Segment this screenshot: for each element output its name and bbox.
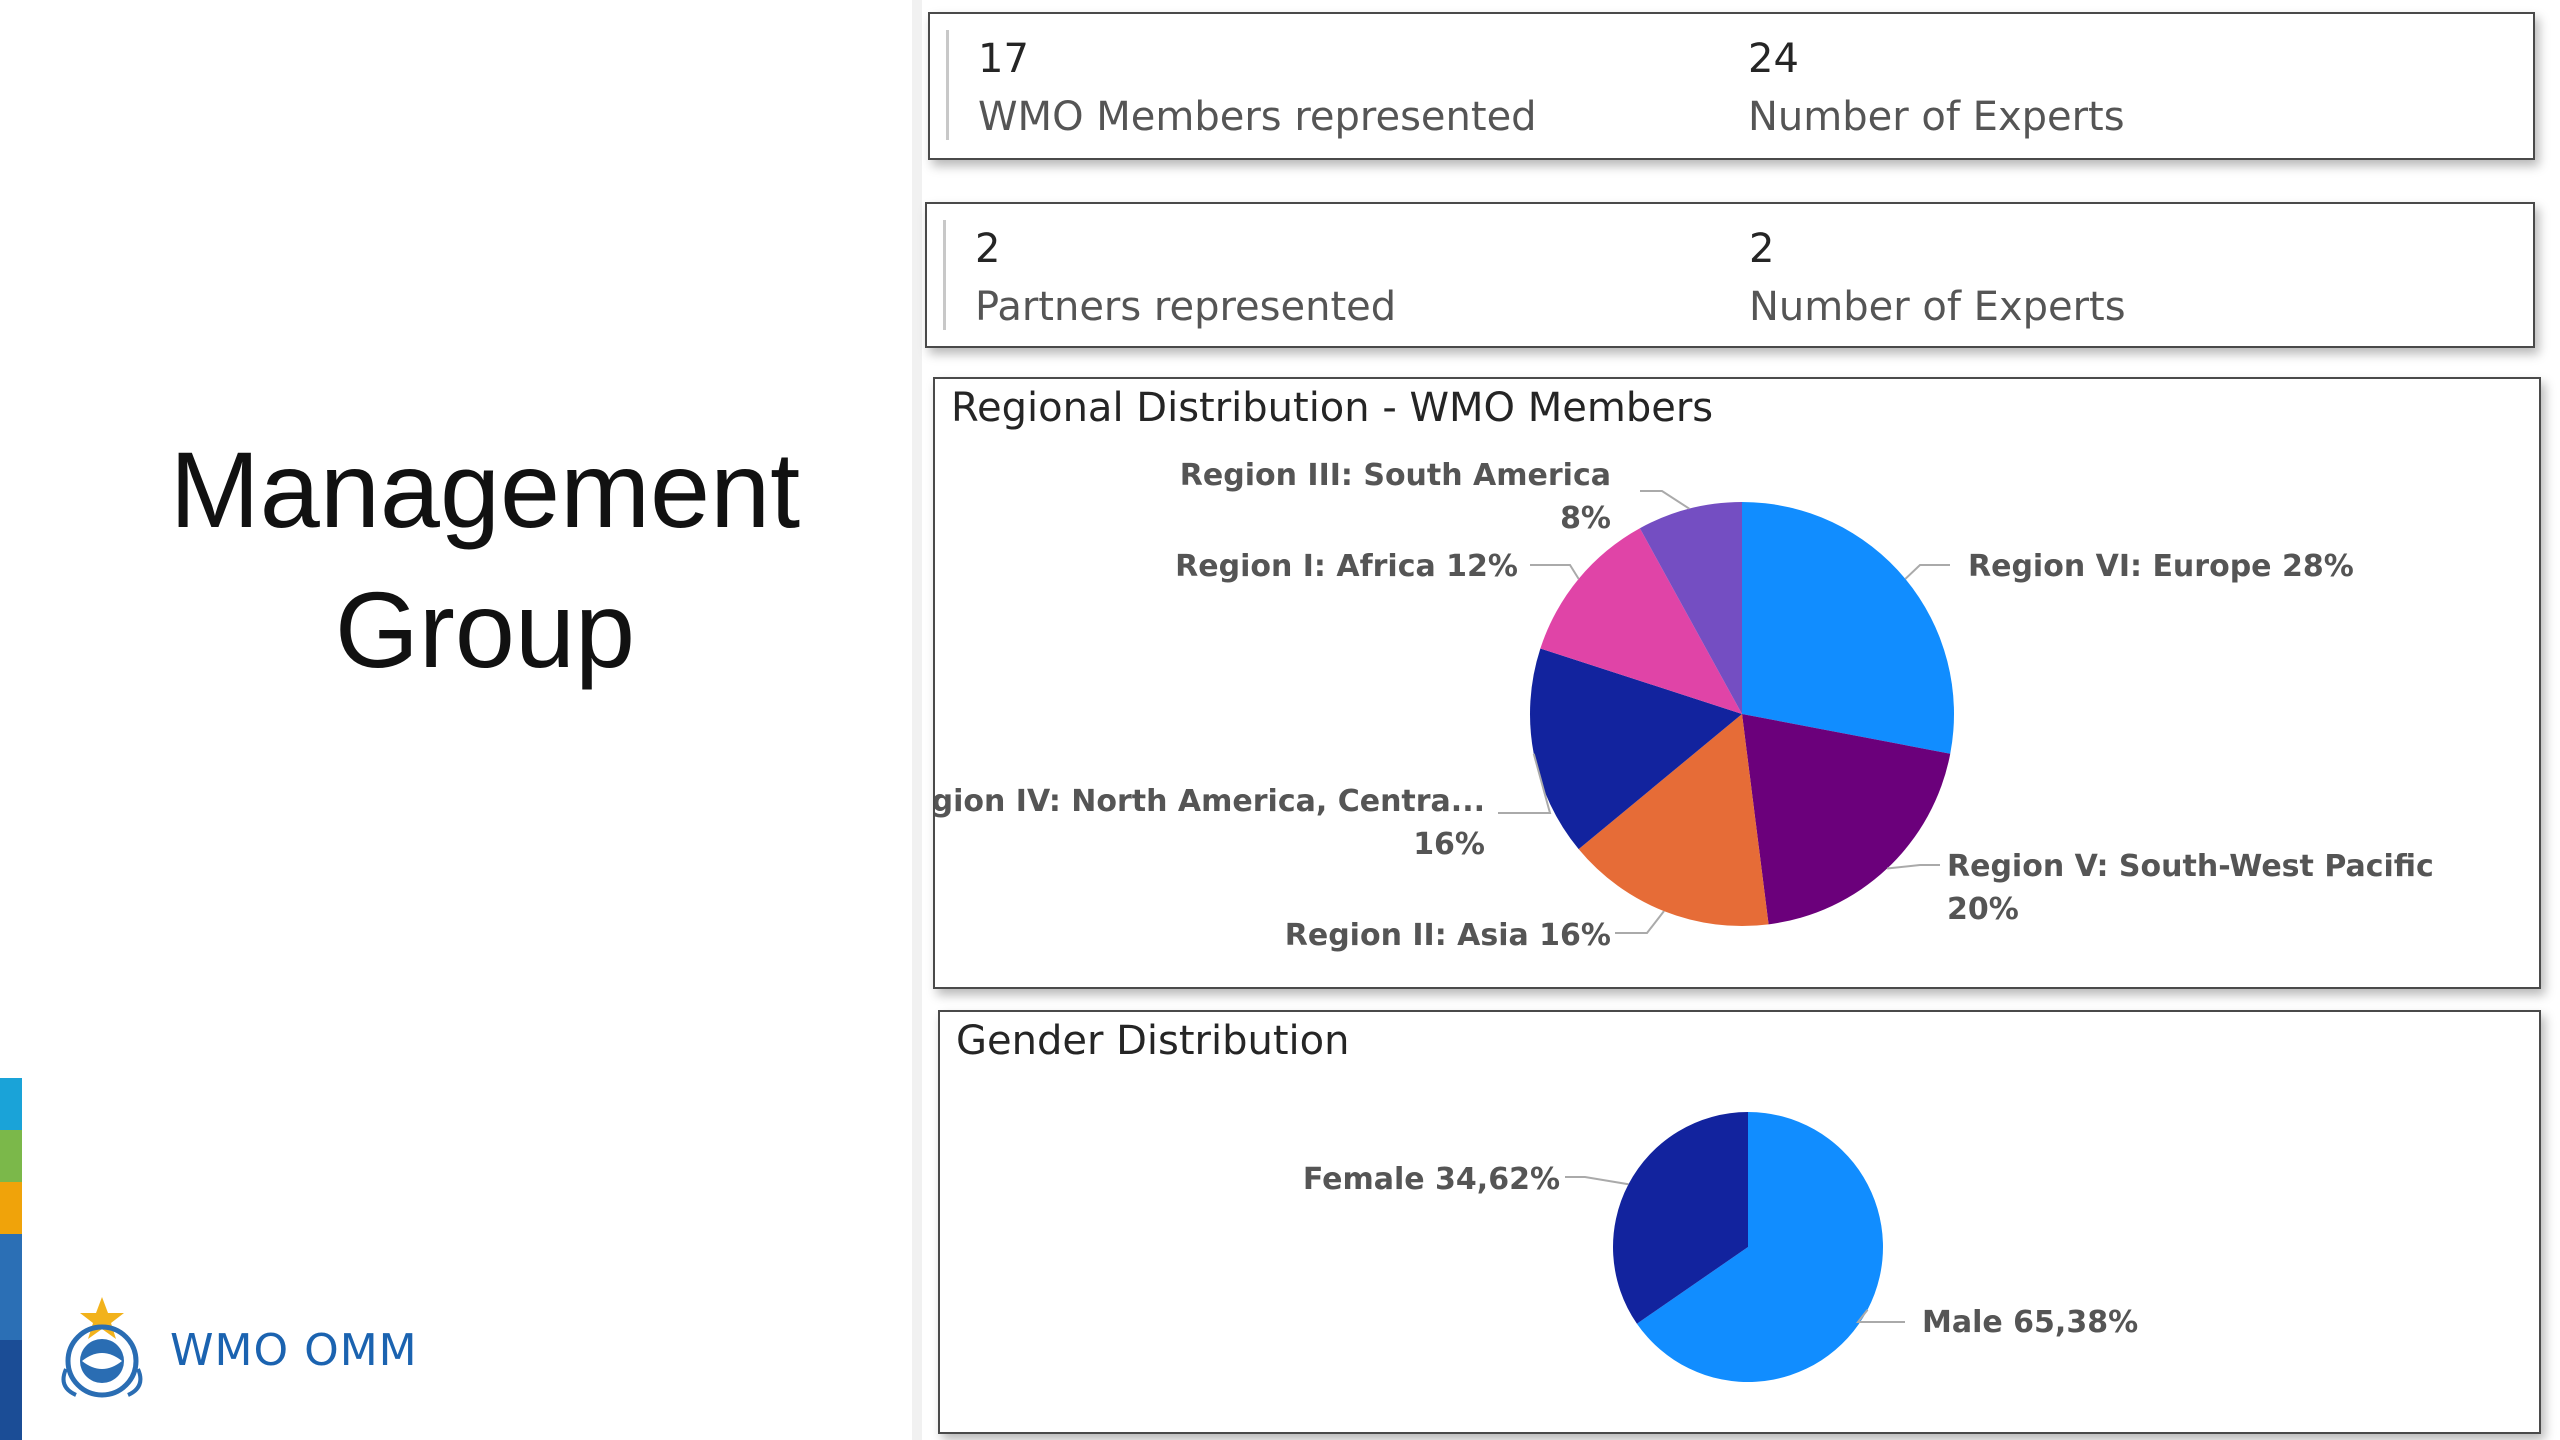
page-title: Management Group bbox=[95, 420, 875, 700]
partners-label: Partners represented bbox=[975, 284, 1397, 330]
partners-count: 2 bbox=[975, 226, 1001, 272]
partners-experts-count: 2 bbox=[1749, 226, 1775, 272]
members-experts-count: 24 bbox=[1748, 36, 1799, 82]
leader-line bbox=[1887, 864, 1940, 870]
page-title-line-1: Management bbox=[169, 429, 801, 550]
pie-slice[interactable] bbox=[1742, 502, 1954, 754]
leader-line bbox=[1565, 1176, 1629, 1186]
strip-segment bbox=[0, 1340, 22, 1440]
pie-slice[interactable] bbox=[1613, 1112, 1748, 1324]
leader-line bbox=[1855, 1309, 1905, 1323]
pie-slice[interactable] bbox=[1742, 714, 1951, 925]
strip-segment bbox=[0, 1078, 22, 1130]
slice-label: 20% bbox=[1947, 892, 2019, 927]
slice-label: Region VI: Europe 28% bbox=[1968, 549, 2354, 584]
pie-slice[interactable] bbox=[1530, 648, 1742, 850]
slice-label: Region III: South America bbox=[1180, 458, 1611, 493]
regional-distribution-card: Regional Distribution - WMO Members Regi… bbox=[933, 377, 2541, 989]
partners-experts-label: Number of Experts bbox=[1749, 284, 2126, 330]
members-experts-label: Number of Experts bbox=[1748, 94, 2125, 140]
strip-segment bbox=[0, 1130, 22, 1182]
members-label: WMO Members represented bbox=[978, 94, 1537, 140]
chart-title: Regional Distribution - WMO Members bbox=[951, 385, 1714, 431]
kpi-accent-bar bbox=[943, 220, 946, 330]
kpi-accent-bar bbox=[946, 30, 949, 140]
pie-slice[interactable] bbox=[1636, 1112, 1883, 1382]
leader-line bbox=[1904, 564, 1950, 580]
leader-line bbox=[1498, 753, 1552, 814]
gender-distribution-card: Gender Distribution Male 65,38% Female 34… bbox=[938, 1010, 2541, 1434]
slice-label: Region I: Africa 12% bbox=[1175, 549, 1518, 584]
logo-text: WMO OMM bbox=[170, 1324, 418, 1376]
kpi-card-members: 17 WMO Members represented 24 Number of … bbox=[928, 12, 2535, 160]
leader-line bbox=[1615, 910, 1665, 934]
wmo-emblem-icon bbox=[61, 1297, 143, 1398]
slice-label: 16% bbox=[1413, 827, 1485, 862]
page-title-line-2: Group bbox=[334, 569, 636, 690]
members-count: 17 bbox=[978, 36, 1029, 82]
slice-label: Female 34,62% bbox=[1303, 1162, 1560, 1197]
slice-label: Region IV: North America, Centra... bbox=[935, 784, 1485, 819]
slice-label: Region II: Asia 16% bbox=[1285, 918, 1611, 953]
pie-slice[interactable] bbox=[1639, 502, 1742, 714]
strip-segment bbox=[0, 1182, 22, 1234]
kpi-card-partners: 2 Partners represented 2 Number of Exper… bbox=[925, 202, 2535, 348]
strip-segment bbox=[0, 1234, 22, 1340]
brand-color-strip bbox=[0, 1078, 22, 1440]
chart-title: Gender Distribution bbox=[956, 1018, 1350, 1064]
pie-slice[interactable] bbox=[1540, 528, 1742, 714]
slice-label: Region V: South-West Pacific bbox=[1947, 849, 2434, 884]
slice-label: 8% bbox=[1560, 501, 1611, 536]
leader-line bbox=[1640, 490, 1690, 510]
regional-pie-chart: Region VI: Europe 28% Region V: South-Wes… bbox=[935, 458, 2434, 953]
pie-slice[interactable] bbox=[1578, 714, 1769, 926]
gender-pie-chart: Male 65,38% Female 34,62% bbox=[1303, 1112, 2138, 1382]
slice-label: Male 65,38% bbox=[1922, 1305, 2138, 1340]
leader-line bbox=[1530, 564, 1580, 580]
panel-divider bbox=[912, 0, 922, 1440]
wmo-logo: WMO OMM bbox=[52, 1290, 418, 1410]
